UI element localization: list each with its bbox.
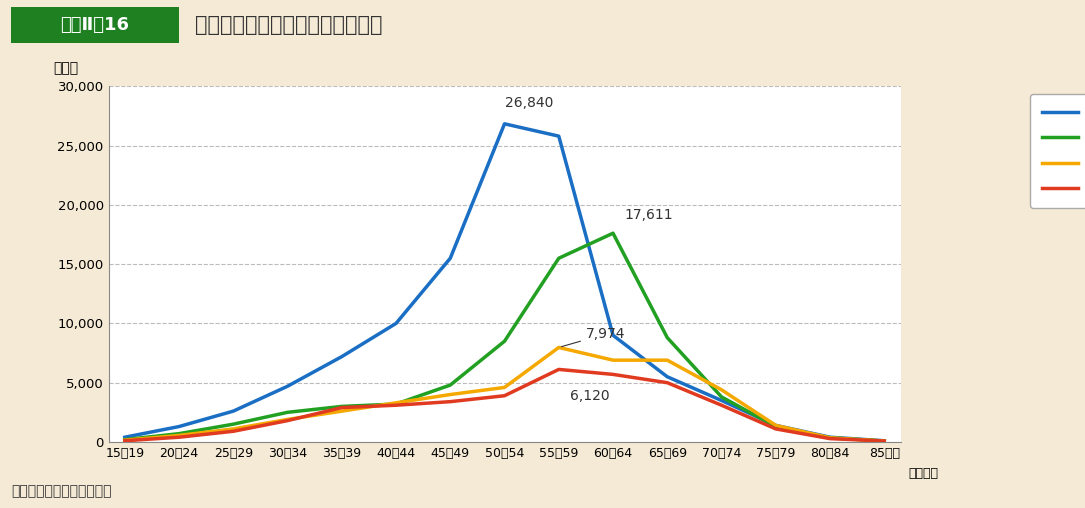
平成17年 bbox=[769, 422, 782, 428]
平成17年 bbox=[444, 392, 457, 398]
平成27年 bbox=[878, 438, 891, 444]
Text: 17,611: 17,611 bbox=[624, 208, 673, 223]
Text: 資料：総務省「国勢調査」: 資料：総務省「国勢調査」 bbox=[11, 484, 112, 498]
平成27年 bbox=[715, 402, 728, 408]
昭和60年 bbox=[498, 121, 511, 127]
Text: 7,974: 7,974 bbox=[561, 327, 625, 346]
平成27年 bbox=[661, 379, 674, 386]
平成７年 bbox=[173, 431, 186, 437]
昭和60年 bbox=[227, 408, 240, 414]
平成17年 bbox=[607, 357, 620, 363]
Text: 資料Ⅱ－16: 資料Ⅱ－16 bbox=[61, 16, 129, 34]
平成17年 bbox=[173, 432, 186, 438]
Line: 平成17年: 平成17年 bbox=[125, 347, 884, 441]
平成27年 bbox=[173, 434, 186, 440]
平成17年 bbox=[661, 357, 674, 363]
平成27年 bbox=[769, 426, 782, 432]
平成17年 bbox=[552, 344, 565, 351]
平成７年 bbox=[607, 230, 620, 236]
平成27年 bbox=[118, 438, 131, 444]
平成27年 bbox=[498, 393, 511, 399]
平成７年 bbox=[552, 255, 565, 261]
昭和60年 bbox=[878, 438, 891, 444]
Text: 年齢階層別の林業従事者数の推移: 年齢階層別の林業従事者数の推移 bbox=[195, 15, 383, 35]
平成７年 bbox=[824, 435, 837, 441]
Text: 26,840: 26,840 bbox=[505, 96, 553, 110]
平成27年 bbox=[390, 402, 403, 408]
平成17年 bbox=[118, 437, 131, 443]
平成27年 bbox=[444, 399, 457, 405]
昭和60年 bbox=[335, 354, 348, 360]
平成17年 bbox=[824, 435, 837, 441]
平成７年 bbox=[878, 438, 891, 444]
平成17年 bbox=[715, 387, 728, 393]
平成７年 bbox=[390, 401, 403, 407]
平成７年 bbox=[661, 335, 674, 341]
平成７年 bbox=[444, 382, 457, 388]
昭和60年 bbox=[715, 397, 728, 403]
Text: （人）: （人） bbox=[53, 61, 78, 76]
昭和60年 bbox=[607, 332, 620, 338]
昭和60年 bbox=[661, 374, 674, 380]
平成27年 bbox=[281, 418, 294, 424]
平成27年 bbox=[335, 404, 348, 410]
Line: 平成７年: 平成７年 bbox=[125, 233, 884, 441]
昭和60年 bbox=[769, 422, 782, 428]
平成17年 bbox=[227, 426, 240, 432]
平成27年 bbox=[607, 371, 620, 377]
昭和60年 bbox=[444, 255, 457, 261]
Line: 昭和60年: 昭和60年 bbox=[125, 124, 884, 441]
Text: （年齢）: （年齢） bbox=[908, 467, 939, 480]
平成17年 bbox=[281, 417, 294, 423]
Text: 6,120: 6,120 bbox=[570, 389, 610, 403]
平成７年 bbox=[715, 394, 728, 400]
平成７年 bbox=[335, 403, 348, 409]
平成17年 bbox=[498, 385, 511, 391]
平成17年 bbox=[878, 438, 891, 444]
平成７年 bbox=[281, 409, 294, 416]
平成７年 bbox=[769, 424, 782, 430]
昭和60年 bbox=[552, 133, 565, 139]
平成27年 bbox=[552, 366, 565, 372]
Legend: 昭和60年, 平成７年, 平成17年, 平成27年: 昭和60年, 平成７年, 平成17年, 平成27年 bbox=[1031, 93, 1085, 208]
昭和60年 bbox=[390, 321, 403, 327]
平成17年 bbox=[390, 400, 403, 406]
平成27年 bbox=[227, 428, 240, 434]
平成７年 bbox=[118, 436, 131, 442]
平成７年 bbox=[227, 421, 240, 427]
平成７年 bbox=[498, 338, 511, 344]
Line: 平成27年: 平成27年 bbox=[125, 369, 884, 441]
昭和60年 bbox=[824, 434, 837, 440]
昭和60年 bbox=[173, 424, 186, 430]
平成17年 bbox=[335, 408, 348, 414]
平成27年 bbox=[824, 435, 837, 441]
昭和60年 bbox=[281, 383, 294, 389]
昭和60年 bbox=[118, 434, 131, 440]
